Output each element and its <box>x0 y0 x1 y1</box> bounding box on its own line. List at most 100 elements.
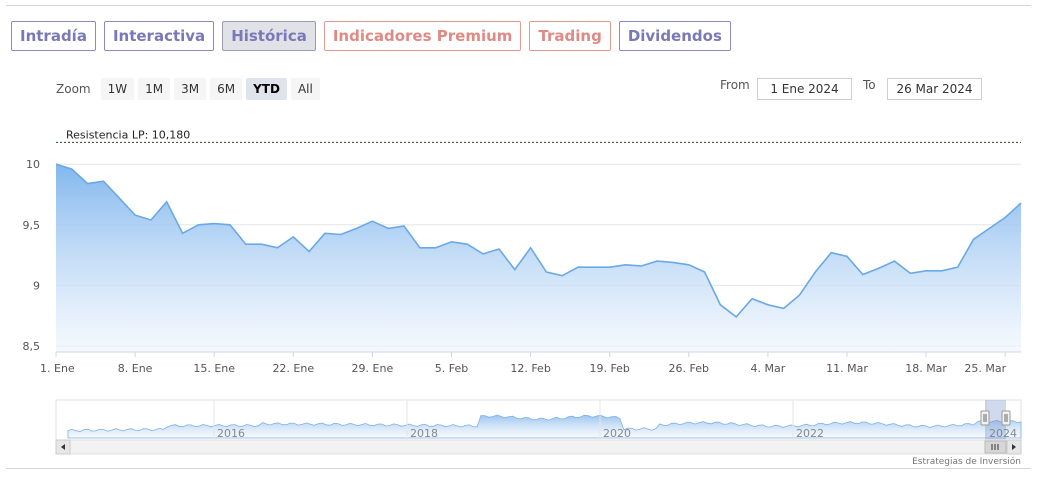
data-point[interactable] <box>261 243 263 245</box>
data-point[interactable] <box>988 227 990 229</box>
navigator-handle[interactable] <box>1001 410 1011 426</box>
data-point[interactable] <box>593 266 595 268</box>
tab-hist-rica[interactable]: Histórica <box>222 21 316 51</box>
series-line[interactable] <box>55 163 1022 318</box>
data-point[interactable] <box>672 261 674 263</box>
data-point[interactable] <box>545 271 547 273</box>
data-point[interactable] <box>893 260 895 262</box>
data-point[interactable] <box>450 241 452 243</box>
data-point[interactable] <box>213 222 215 224</box>
data-point[interactable] <box>371 220 373 222</box>
data-point[interactable] <box>134 214 136 216</box>
data-point[interactable] <box>609 266 611 268</box>
to-date-input[interactable]: 26 Mar 2024 <box>887 78 982 100</box>
navigator[interactable]: 2016 2018 2020 2022 2024 <box>55 399 1022 455</box>
data-point[interactable] <box>150 219 152 221</box>
data-point[interactable] <box>735 316 737 318</box>
range-to-input-wrap: 26 Mar 2024 <box>887 78 982 100</box>
data-point[interactable] <box>181 232 183 234</box>
navigator-handle[interactable] <box>980 410 990 426</box>
zoom-button-1w[interactable]: 1W <box>100 78 135 100</box>
data-point[interactable] <box>466 243 468 245</box>
data-point[interactable] <box>308 250 310 252</box>
from-label: From <box>720 78 750 92</box>
x-tick-label: 25. Mar <box>964 362 1006 375</box>
navigator-scrollbar[interactable] <box>55 439 1022 455</box>
tab-interactiva[interactable]: Interactiva <box>103 21 215 51</box>
data-point[interactable] <box>1004 216 1006 218</box>
data-point[interactable] <box>482 253 484 255</box>
data-point[interactable] <box>577 266 579 268</box>
data-point[interactable] <box>229 224 231 226</box>
tab-bar: Intradía Interactiva Histórica Indicadores … <box>11 21 731 51</box>
zoom-button-all[interactable]: All <box>290 78 320 100</box>
data-point[interactable] <box>656 260 658 262</box>
data-point[interactable] <box>340 233 342 235</box>
y-tick-label: 9 <box>33 279 40 292</box>
data-point[interactable] <box>561 275 563 277</box>
data-point[interactable] <box>102 180 104 182</box>
data-point[interactable] <box>197 224 199 226</box>
chart-credit[interactable]: Estrategias de Inversión <box>912 456 1021 467</box>
data-point[interactable] <box>957 266 959 268</box>
data-point[interactable] <box>719 304 721 306</box>
to-label: To <box>863 78 876 92</box>
data-point[interactable] <box>71 168 73 170</box>
tab-dividendos[interactable]: Dividendos <box>618 21 731 51</box>
data-point[interactable] <box>925 270 927 272</box>
zoom-button-3m[interactable]: 3M <box>174 78 207 100</box>
data-point[interactable] <box>688 264 690 266</box>
data-point[interactable] <box>118 197 120 199</box>
x-tick-label: 19. Feb <box>589 362 629 375</box>
data-point[interactable] <box>387 227 389 229</box>
data-point[interactable] <box>1020 202 1022 204</box>
data-point[interactable] <box>355 227 357 229</box>
data-point[interactable] <box>514 268 516 270</box>
data-point[interactable] <box>767 304 769 306</box>
data-point[interactable] <box>846 255 848 257</box>
data-point[interactable] <box>419 247 421 249</box>
tab-intrad-a[interactable]: Intradía <box>11 21 96 51</box>
zoom-button-ytd[interactable]: YTD <box>246 78 287 100</box>
data-point[interactable] <box>324 232 326 234</box>
series-fill <box>56 164 1021 352</box>
data-point[interactable] <box>783 307 785 309</box>
data-point[interactable] <box>245 243 247 245</box>
data-point[interactable] <box>877 267 879 269</box>
price-chart: Resistencia LP: 10,180 8,5 9 9,5 10 1. Ene 8… <box>23 128 1022 467</box>
data-point[interactable] <box>814 271 816 273</box>
zoom-button-6m[interactable]: 6M <box>210 78 243 100</box>
data-point[interactable] <box>529 247 531 249</box>
data-point[interactable] <box>862 273 864 275</box>
data-point[interactable] <box>435 247 437 249</box>
navigator-selection[interactable] <box>985 400 1006 440</box>
data-point[interactable] <box>703 271 705 273</box>
data-point[interactable] <box>292 236 294 238</box>
data-point[interactable] <box>624 264 626 266</box>
data-point[interactable] <box>751 298 753 300</box>
arrow-left-icon <box>61 444 65 450</box>
zoom-button-group: 1W 1M 3M 6M YTD All <box>100 78 320 100</box>
data-point[interactable] <box>909 272 911 274</box>
from-date-input[interactable]: 1 Ene 2024 <box>757 78 852 100</box>
top-divider <box>6 5 1031 6</box>
data-point[interactable] <box>86 182 88 184</box>
y-axis: 8,5 9 9,5 10 <box>23 158 41 353</box>
data-point[interactable] <box>798 294 800 296</box>
range-to: To <box>863 78 876 92</box>
tab-trading[interactable]: Trading <box>529 21 611 51</box>
data-point[interactable] <box>166 201 168 203</box>
data-point[interactable] <box>972 238 974 240</box>
tab-indicadores-premium[interactable]: Indicadores Premium <box>323 21 522 51</box>
data-point[interactable] <box>403 225 405 227</box>
zoom-button-1m[interactable]: 1M <box>138 78 171 100</box>
x-tick-label: 15. Ene <box>193 362 235 375</box>
data-point[interactable] <box>498 248 500 250</box>
x-tick-label: 11. Mar <box>826 362 868 375</box>
data-point[interactable] <box>55 163 57 165</box>
data-point[interactable] <box>276 247 278 249</box>
range-from-input-wrap: 1 Ene 2024 <box>757 78 852 100</box>
data-point[interactable] <box>941 270 943 272</box>
data-point[interactable] <box>830 252 832 254</box>
data-point[interactable] <box>640 265 642 267</box>
